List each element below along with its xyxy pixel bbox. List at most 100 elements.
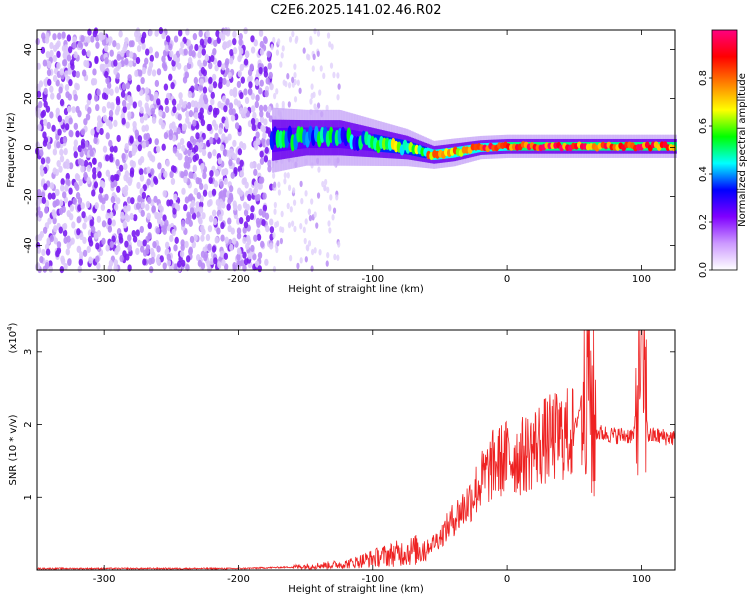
colorbar-tick-label: 0.8 — [698, 70, 709, 86]
noise-blob — [222, 28, 228, 36]
noise-blob — [205, 233, 211, 242]
noise-blob — [263, 37, 268, 45]
noise-blob — [110, 181, 115, 189]
noise-blob — [237, 70, 242, 78]
noise-blob — [83, 59, 88, 68]
noise-blob — [101, 32, 106, 40]
noise-blob — [256, 138, 261, 146]
noise-blob — [58, 226, 63, 234]
noise-blob — [201, 212, 206, 220]
noise-blob — [36, 246, 42, 254]
noise-blob — [121, 83, 127, 91]
noise-blob — [73, 51, 78, 59]
noise-blob — [126, 94, 132, 103]
noise-blob — [244, 96, 250, 105]
noise-blob — [122, 220, 127, 228]
noise-blob — [245, 242, 250, 250]
noise-blob — [127, 74, 132, 82]
noise-blob — [253, 234, 258, 242]
noise-blob — [291, 30, 295, 38]
noise-blob — [172, 146, 178, 154]
noise-blob — [185, 116, 190, 124]
noise-blob — [45, 51, 51, 59]
noise-blob — [129, 136, 134, 144]
noise-blob — [105, 244, 110, 252]
noise-blob — [137, 144, 143, 152]
noise-blob — [331, 214, 335, 221]
noise-blob — [123, 163, 128, 171]
noise-blob — [89, 219, 94, 227]
noise-blob — [255, 94, 260, 102]
noise-blob — [158, 118, 163, 126]
noise-blob — [208, 76, 213, 84]
spectrogram-y-label: Frequency (Hz) — [6, 112, 17, 188]
y-tick-label: 1 — [23, 494, 34, 500]
noise-blob — [187, 121, 192, 129]
noise-blob — [218, 127, 223, 135]
noise-blob — [222, 41, 228, 49]
noise-blob — [238, 33, 243, 41]
noise-blob — [224, 122, 230, 130]
noise-blob — [60, 255, 65, 263]
noise-blob — [179, 137, 185, 146]
noise-blob — [59, 155, 65, 163]
noise-blob — [239, 63, 245, 72]
noise-blob — [193, 112, 199, 120]
noise-blob — [71, 106, 76, 114]
noise-blob — [126, 102, 131, 111]
noise-blob — [115, 174, 120, 182]
noise-blob — [41, 196, 47, 205]
noise-blob — [145, 132, 151, 140]
noise-blob — [42, 265, 48, 273]
spectrogram-noise — [34, 27, 341, 274]
noise-blob — [80, 141, 86, 149]
noise-blob — [220, 234, 225, 242]
noise-blob — [149, 153, 154, 162]
noise-blob — [259, 79, 264, 87]
noise-blob — [80, 202, 85, 210]
noise-blob — [203, 183, 209, 191]
noise-blob — [156, 258, 161, 266]
noise-blob — [227, 39, 232, 47]
noise-blob — [265, 77, 270, 85]
noise-blob — [168, 43, 173, 51]
noise-blob — [162, 190, 167, 198]
noise-blob — [56, 92, 61, 100]
noise-blob — [171, 134, 177, 142]
noise-blob — [208, 62, 213, 70]
noise-blob — [46, 69, 52, 77]
noise-blob — [171, 228, 176, 237]
noise-blob — [96, 88, 101, 96]
noise-blob — [149, 180, 155, 188]
noise-blob — [112, 40, 117, 48]
noise-blob — [279, 237, 283, 245]
noise-blob — [280, 52, 284, 59]
noise-blob — [55, 198, 60, 207]
noise-blob — [336, 72, 340, 79]
noise-blob — [221, 63, 226, 71]
noise-blob — [104, 193, 109, 201]
spectrogram-y-ticks: -40 -20 0 20 40 — [23, 43, 675, 254]
noise-blob — [198, 46, 203, 55]
noise-blob — [228, 192, 234, 200]
noise-blob — [220, 33, 226, 41]
noise-blob — [202, 69, 207, 77]
noise-blob — [72, 41, 77, 49]
noise-blob — [213, 257, 218, 265]
noise-blob — [312, 53, 316, 61]
noise-blob — [123, 42, 128, 51]
noise-blob — [69, 204, 75, 212]
noise-blob — [124, 240, 129, 248]
noise-blob — [203, 38, 208, 46]
noise-blob — [315, 222, 319, 229]
noise-blob — [62, 136, 68, 144]
noise-blob — [79, 251, 84, 259]
noise-blob — [201, 48, 206, 56]
noise-blob — [236, 253, 241, 261]
noise-blob — [193, 100, 199, 108]
noise-blob — [47, 78, 52, 86]
noise-blob — [118, 30, 123, 38]
noise-blob — [96, 262, 101, 270]
noise-blob — [286, 202, 290, 210]
noise-blob — [95, 41, 100, 49]
